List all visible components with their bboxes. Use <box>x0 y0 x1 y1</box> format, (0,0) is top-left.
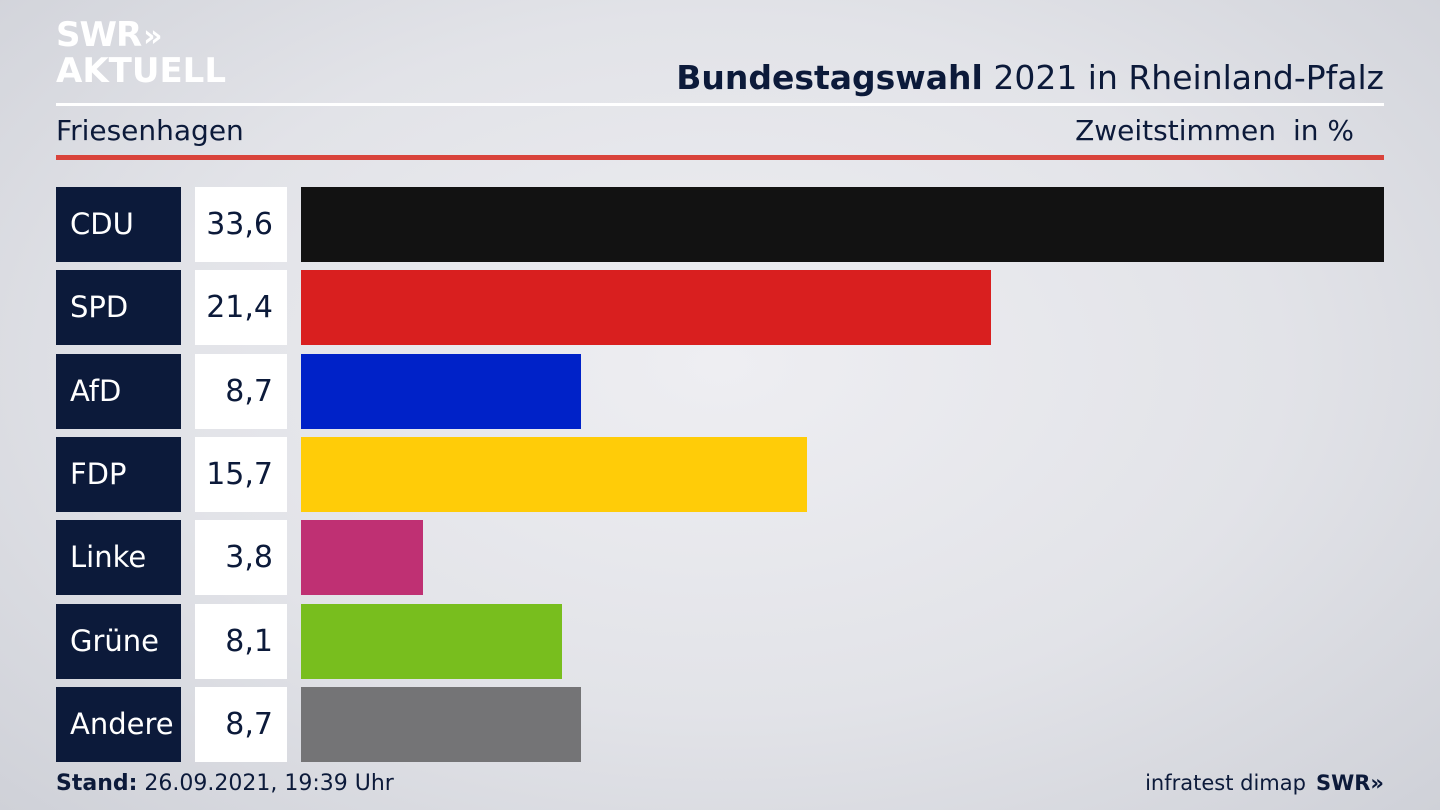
swr-aktuell-logo: SWR» AKTUELL <box>56 15 227 91</box>
bar-afd <box>301 354 581 429</box>
header-divider <box>56 103 1384 106</box>
party-label: Linke <box>56 520 181 595</box>
value-label: 3,8 <box>195 520 287 595</box>
bar-andere <box>301 687 581 762</box>
party-label: CDU <box>56 187 181 262</box>
value-label: 8,7 <box>195 687 287 762</box>
bar-row-cdu: CDU 33,6 <box>56 187 1384 262</box>
chart-title: Bundestagswahl 2021 in Rheinland-Pfalz <box>676 58 1384 97</box>
vote-type-label: Zweitstimmen <box>1075 114 1276 147</box>
title-bold: Bundestagswahl <box>676 58 983 97</box>
timestamp: Stand: 26.09.2021, 19:39 Uhr <box>56 771 394 796</box>
stand-value: 26.09.2021, 19:39 Uhr <box>137 771 394 796</box>
source-name: infratest dimap <box>1145 771 1306 795</box>
bar-row-fdp: FDP 15,7 <box>56 437 1384 512</box>
bar-linke <box>301 520 423 595</box>
bar-row-linke: Linke 3,8 <box>56 520 1384 595</box>
bar-fdp <box>301 437 807 512</box>
bar-cdu <box>301 187 1384 262</box>
place-name: Friesenhagen <box>56 114 244 147</box>
party-label: FDP <box>56 437 181 512</box>
value-label: 8,7 <box>195 354 287 429</box>
party-label: SPD <box>56 270 181 345</box>
party-label: Grüne <box>56 604 181 679</box>
value-label: 21,4 <box>195 270 287 345</box>
source-credit: infratest dimap SWR» <box>1145 771 1384 795</box>
bar-row-andere: Andere 8,7 <box>56 687 1384 762</box>
value-label: 8,1 <box>195 604 287 679</box>
party-label: AfD <box>56 354 181 429</box>
title-rest: 2021 in Rheinland-Pfalz <box>982 58 1384 97</box>
bar-spd <box>301 270 991 345</box>
accent-divider <box>56 155 1384 160</box>
bar-row-grüne: Grüne 8,1 <box>56 604 1384 679</box>
unit-label: in % <box>1292 114 1354 147</box>
bar-row-spd: SPD 21,4 <box>56 270 1384 345</box>
swr-brand: SWR» <box>1315 771 1384 795</box>
value-label: 15,7 <box>195 437 287 512</box>
bar-grüne <box>301 604 562 679</box>
value-label: 33,6 <box>195 187 287 262</box>
party-label: Andere <box>56 687 181 762</box>
stand-label: Stand: <box>56 771 138 796</box>
bar-row-afd: AfD 8,7 <box>56 354 1384 429</box>
logo-chevrons: » <box>143 19 163 54</box>
